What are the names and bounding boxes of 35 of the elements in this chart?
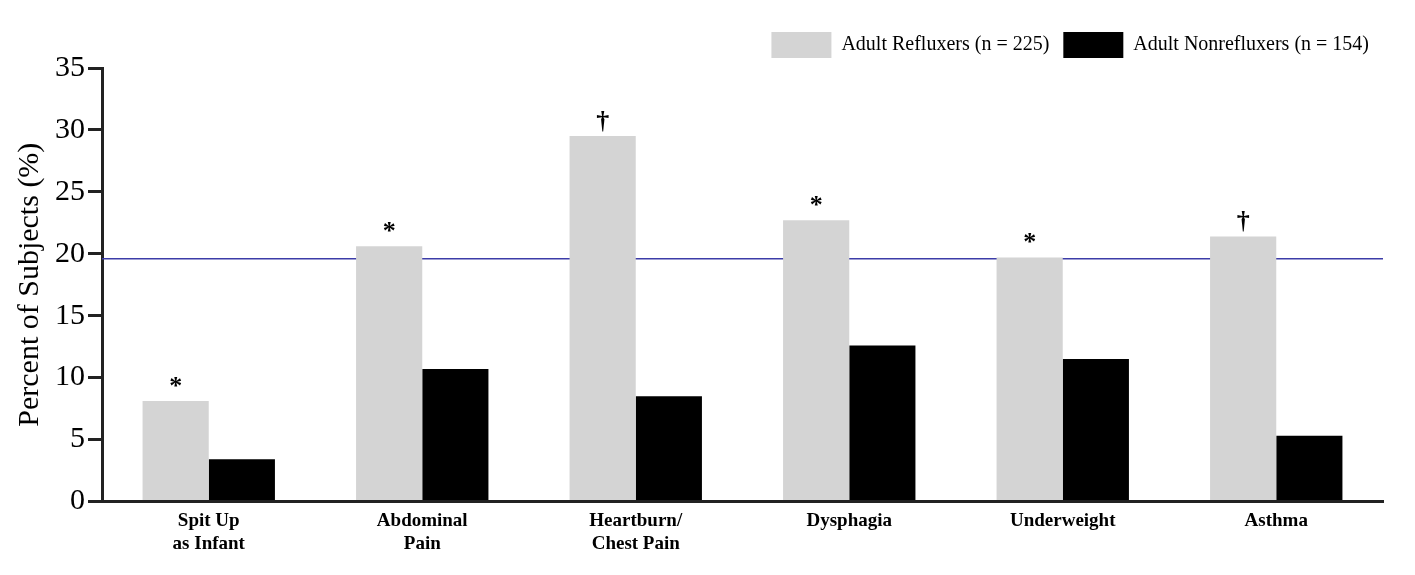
y-tick-label: 15 (55, 296, 85, 330)
bar (849, 345, 916, 500)
annotation: * (382, 216, 396, 246)
x-tick-label: Heartburn/ Chest Pain (589, 508, 683, 553)
y-tick-label: 20 (55, 234, 85, 268)
bar (783, 220, 850, 500)
bar (1276, 435, 1343, 500)
x-tick-label: Dysphagia (806, 508, 893, 530)
annotation: † (596, 105, 610, 135)
x-tick-label: Underweight (1009, 508, 1117, 530)
bar (569, 136, 636, 500)
y-tick-label: 5 (70, 420, 85, 454)
y-tick-label: 0 (70, 482, 85, 516)
annotation: * (169, 370, 183, 400)
y-tick-label: 35 (55, 48, 85, 82)
bar (356, 246, 423, 500)
x-tick-label: Spit Up as Infant (172, 508, 246, 553)
bar (1062, 359, 1129, 500)
legend-label: Adult Nonrefluxers (n = 154) (1133, 32, 1370, 56)
y-tick-label: 30 (55, 110, 85, 144)
annotation: † (1236, 206, 1250, 236)
y-tick-label: 10 (55, 358, 85, 392)
y-tick-label: 25 (55, 172, 85, 206)
legend-label: Adult Refluxers (n = 225) (841, 32, 1050, 56)
bar (422, 368, 489, 500)
x-tick-label: Abdominal Pain (376, 508, 468, 553)
bar (996, 257, 1063, 500)
bar (142, 401, 209, 500)
bar (635, 396, 702, 500)
bar (208, 459, 275, 500)
annotation: * (809, 190, 823, 220)
y-axis-title: Percent of Subjects (%) (10, 142, 45, 427)
annotation: * (1023, 227, 1037, 257)
x-tick-label: Asthma (1244, 508, 1309, 530)
bar (1210, 236, 1277, 500)
